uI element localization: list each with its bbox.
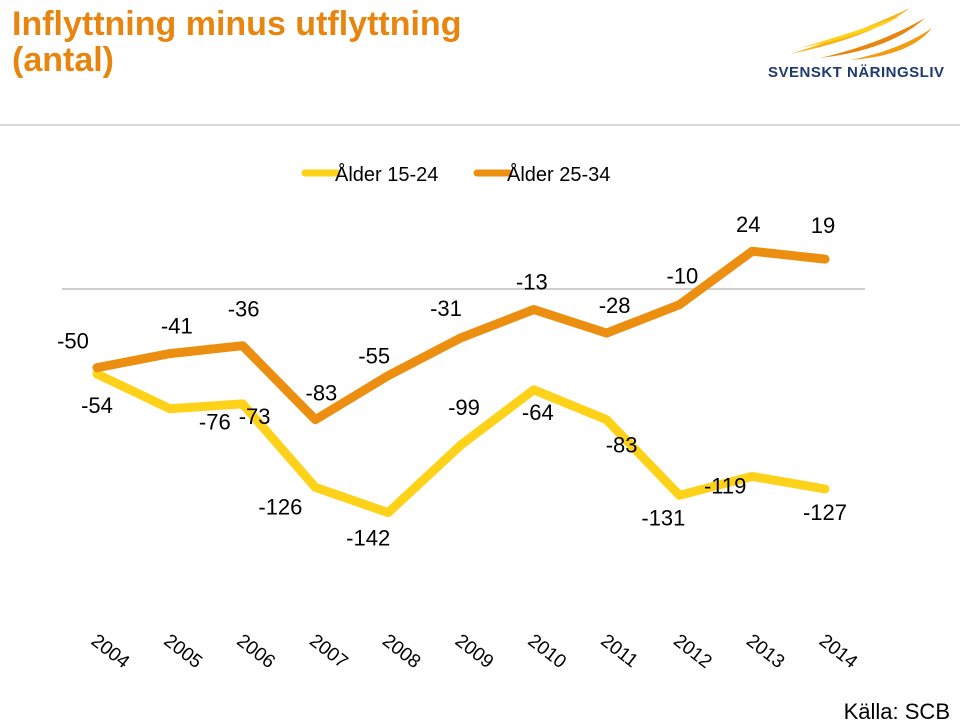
- data-label-s1-2009: -99: [448, 395, 480, 420]
- series-lines: [92, 246, 830, 518]
- series-line-2: [92, 246, 830, 425]
- x-tick-2010: 2010: [524, 630, 570, 673]
- data-label-s2-2014: 19: [811, 213, 835, 238]
- x-axis-ticks: 2004 2005 2006 2007 2008 2009 2010 2011 2012 2013…: [87, 630, 862, 673]
- data-label-s2-2007: -83: [306, 381, 338, 406]
- data-label-s2-2004: -50: [57, 329, 89, 354]
- data-label-s2-2009: -31: [430, 296, 462, 321]
- data-label-s1-2005: -76: [199, 410, 231, 435]
- x-tick-2004: 2004: [87, 630, 134, 673]
- x-tick-2008: 2008: [378, 630, 424, 673]
- data-label-s2-2005: -41: [161, 314, 193, 339]
- data-label-s2-2012: -10: [667, 264, 699, 289]
- data-label-s1-2011: -83: [606, 433, 638, 458]
- x-tick-2012: 2012: [669, 630, 715, 673]
- data-label-s1-2004: -54: [81, 393, 113, 418]
- data-label-s1-2007: -126: [258, 494, 302, 519]
- logo-text: SVENSKT NÄRINGSLIV: [768, 64, 945, 81]
- legend: Ålder 15-24 Ålder 25-34: [301, 163, 610, 186]
- data-label-s2-2011: -28: [599, 293, 631, 318]
- legend-label-2: Ålder 25-34: [507, 163, 610, 186]
- data-label-s2-2006: -36: [228, 297, 260, 322]
- title-line-2: (antal): [12, 41, 114, 79]
- x-tick-2009: 2009: [451, 630, 497, 673]
- x-tick-2007: 2007: [305, 630, 351, 673]
- data-label-s1-2008: -142: [346, 526, 390, 551]
- data-label-s1-2014: -127: [803, 500, 847, 525]
- data-label-s1-2006: -73: [239, 404, 271, 429]
- x-tick-2014: 2014: [815, 630, 862, 673]
- legend-label-1: Ålder 15-24: [335, 163, 438, 186]
- title-line-1: Inflyttning minus utflyttning: [12, 5, 462, 43]
- source-note: Källa: SCB: [843, 699, 950, 724]
- x-tick-2013: 2013: [742, 630, 788, 673]
- data-label-s1-2013: -119: [704, 473, 746, 498]
- data-label-s2-2008: -55: [358, 344, 390, 369]
- data-label-s1-2012: -131: [641, 505, 685, 530]
- header-divider: [0, 124, 960, 126]
- chart-title: Inflyttning minus utflyttning (antal): [12, 6, 612, 78]
- x-tick-2006: 2006: [233, 630, 279, 673]
- series-line-1: [92, 369, 830, 518]
- data-label-s2-2010: -13: [516, 269, 548, 294]
- x-tick-2005: 2005: [160, 630, 206, 673]
- data-labels: -54 -76 -73 -126 -142 -99 -64 -83 -131 -119 -127 -5…: [57, 212, 847, 550]
- data-label-s1-2010: -64: [522, 400, 554, 425]
- x-tick-2011: 2011: [597, 630, 642, 672]
- data-label-s2-2013: 24: [736, 212, 760, 237]
